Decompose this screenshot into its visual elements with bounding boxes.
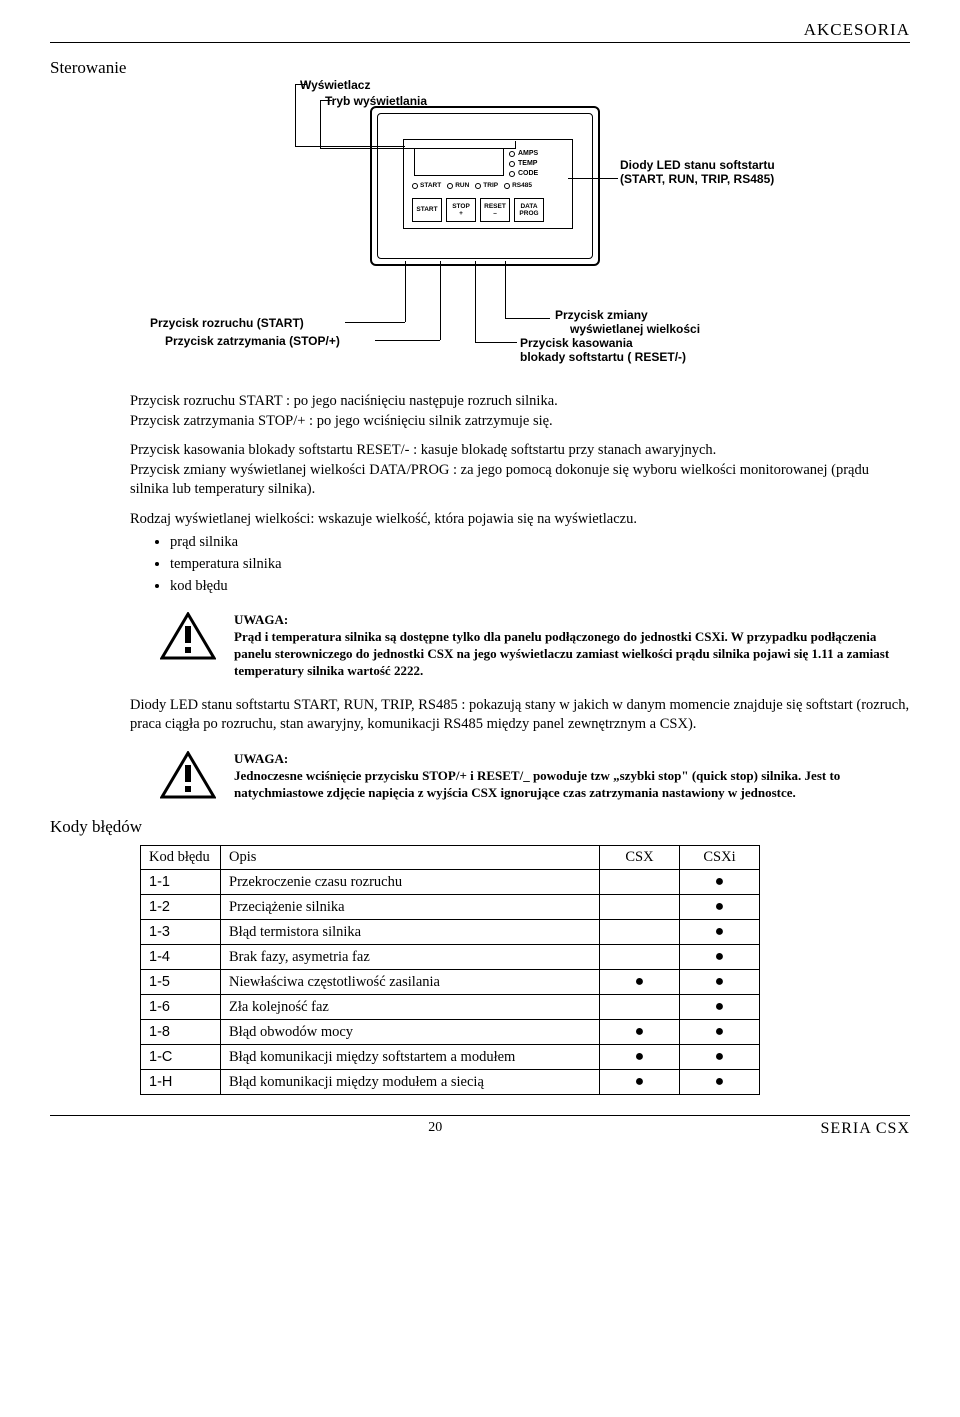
cell-csx: ● <box>600 1070 680 1095</box>
panel-btn-stop[interactable]: STOP+ <box>446 198 476 222</box>
cell-csxi: ● <box>680 945 760 970</box>
cell-csx <box>600 895 680 920</box>
cell-code: 1-H <box>141 1070 221 1095</box>
series-label: SERIA CSX <box>821 1120 910 1138</box>
led-status-description: Diody LED stanu softstartu START, RUN, T… <box>130 696 910 735</box>
cell-csxi: ● <box>680 920 760 945</box>
cell-csx: ● <box>600 1020 680 1045</box>
cell-code: 1-8 <box>141 1020 221 1045</box>
label-reset-btn-2: blokady softstartu ( RESET/-) <box>520 350 686 364</box>
cell-code: 1-3 <box>141 920 221 945</box>
label-led-status-1: Diody LED stanu softstartu <box>620 158 775 172</box>
cell-desc: Błąd komunikacji między softstartem a mo… <box>221 1045 600 1070</box>
cell-csx <box>600 920 680 945</box>
panel-display: AMPS TEMP CODE START RUN TRIP RS485 STAR… <box>403 139 573 229</box>
cell-desc: Zła kolejność faz <box>221 995 600 1020</box>
table-row: 1-4Brak fazy, asymetria faz ● <box>141 945 760 970</box>
label-start-btn: Przycisk rozruchu (START) <box>150 316 304 330</box>
table-row: 1-8Błąd obwodów mocy●● <box>141 1020 760 1045</box>
cell-csxi: ● <box>680 970 760 995</box>
panel-frame: AMPS TEMP CODE START RUN TRIP RS485 STAR… <box>370 106 600 266</box>
cell-csx: ● <box>600 1045 680 1070</box>
cell-csxi: ● <box>680 870 760 895</box>
label-led-status-2: (START, RUN, TRIP, RS485) <box>620 172 774 186</box>
label-data-change-2: wyświetlanej wielkości <box>570 322 700 336</box>
led-amps: AMPS <box>509 150 538 157</box>
warning-2: UWAGA: Jednoczesne wciśnięcie przycisku … <box>160 751 910 802</box>
cell-csxi: ● <box>680 995 760 1020</box>
cell-csxi: ● <box>680 1020 760 1045</box>
page-footer: 20 SERIA CSX <box>50 1115 910 1138</box>
cell-desc: Brak fazy, asymetria faz <box>221 945 600 970</box>
warning-1: UWAGA: Prąd i temperatura silnika są dos… <box>160 612 910 680</box>
th-desc: Opis <box>221 846 600 870</box>
label-reset-btn-1: Przycisk kasowania <box>520 336 633 350</box>
section-sterowanie: Sterowanie <box>50 58 910 78</box>
header-category: AKCESORIA <box>50 20 910 43</box>
cell-code: 1-2 <box>141 895 221 920</box>
table-row: 1-5Niewłaściwa częstotliwość zasilania●● <box>141 970 760 995</box>
warning-2-title: UWAGA: <box>234 751 910 768</box>
status-leds: START RUN TRIP RS485 <box>412 182 532 189</box>
table-row: 1-CBłąd komunikacji między softstartem a… <box>141 1045 760 1070</box>
display-quantity-list: prąd silnika temperatura silnika kod błę… <box>170 533 910 596</box>
cell-csxi: ● <box>680 1045 760 1070</box>
page-number: 20 <box>428 1120 442 1138</box>
cell-desc: Błąd komunikacji między modułem a siecią <box>221 1070 600 1095</box>
warning-2-text: Jednoczesne wciśnięcie przycisku STOP/+ … <box>234 768 910 802</box>
cell-desc: Błąd obwodów mocy <box>221 1020 600 1045</box>
table-row: 1-HBłąd komunikacji między modułem a sie… <box>141 1070 760 1095</box>
body-description: Przycisk rozruchu START : po jego naciśn… <box>130 392 910 596</box>
warning-1-title: UWAGA: <box>234 612 910 629</box>
label-display: Wyświetlacz <box>300 78 370 92</box>
th-code: Kod błędu <box>141 846 221 870</box>
label-stop-btn: Przycisk zatrzymania (STOP/+) <box>165 334 340 348</box>
table-row: 1-3Błąd termistora silnika ● <box>141 920 760 945</box>
cell-csx <box>600 945 680 970</box>
lcd-screen <box>414 148 504 176</box>
cell-code: 1-6 <box>141 995 221 1020</box>
error-codes-table: Kod błędu Opis CSX CSXi 1-1Przekroczenie… <box>140 845 760 1095</box>
cell-csx <box>600 870 680 895</box>
th-csx: CSX <box>600 846 680 870</box>
panel-btn-reset[interactable]: RESET– <box>480 198 510 222</box>
cell-desc: Przekroczenie czasu rozruchu <box>221 870 600 895</box>
warning-icon <box>160 612 216 660</box>
cell-code: 1-4 <box>141 945 221 970</box>
table-row: 1-6Zła kolejność faz ● <box>141 995 760 1020</box>
cell-csxi: ● <box>680 1070 760 1095</box>
section-error-codes: Kody błędów <box>50 817 910 837</box>
warning-1-text: Prąd i temperatura silnika są dostępne t… <box>234 629 910 680</box>
led-code: CODE <box>509 170 538 177</box>
led-temp: TEMP <box>509 160 537 167</box>
panel-btn-start[interactable]: START <box>412 198 442 222</box>
table-row: 1-1Przekroczenie czasu rozruchu ● <box>141 870 760 895</box>
cell-code: 1-5 <box>141 970 221 995</box>
cell-csxi: ● <box>680 895 760 920</box>
cell-desc: Błąd termistora silnika <box>221 920 600 945</box>
table-row: 1-2Przeciążenie silnika ● <box>141 895 760 920</box>
warning-icon <box>160 751 216 799</box>
cell-desc: Niewłaściwa częstotliwość zasilania <box>221 970 600 995</box>
cell-code: 1-C <box>141 1045 221 1070</box>
label-data-change-1: Przycisk zmiany <box>555 308 648 322</box>
cell-desc: Przeciążenie silnika <box>221 895 600 920</box>
panel-btn-data[interactable]: DATAPROG <box>514 198 544 222</box>
cell-code: 1-1 <box>141 870 221 895</box>
cell-csx <box>600 995 680 1020</box>
cell-csx: ● <box>600 970 680 995</box>
control-panel-diagram: Wyświetlacz Tryb wyświetlania Diody LED … <box>170 86 910 316</box>
th-csxi: CSXi <box>680 846 760 870</box>
